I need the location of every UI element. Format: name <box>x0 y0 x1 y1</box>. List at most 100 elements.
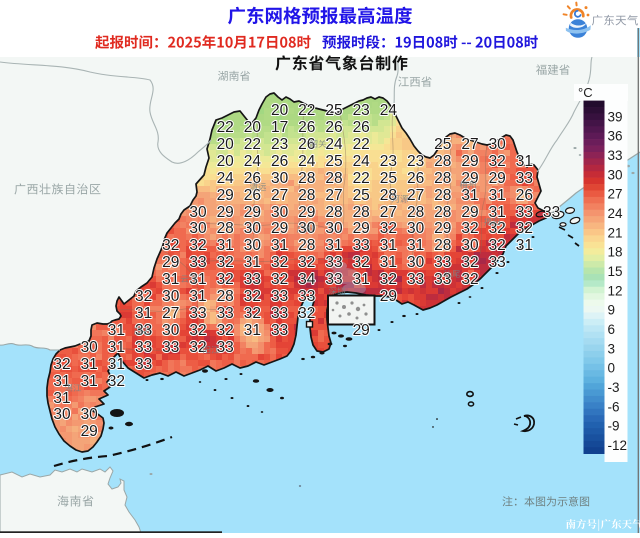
svg-text:39: 39 <box>608 109 623 124</box>
svg-text:28: 28 <box>434 237 451 254</box>
svg-text:32: 32 <box>244 288 261 305</box>
svg-text:31: 31 <box>135 305 152 322</box>
svg-text:33: 33 <box>608 148 623 163</box>
svg-text:29: 29 <box>244 204 261 221</box>
svg-text:31: 31 <box>516 153 533 170</box>
svg-text:20: 20 <box>271 102 289 119</box>
svg-text:32: 32 <box>461 254 478 271</box>
svg-text:25: 25 <box>434 136 451 153</box>
svg-text:33: 33 <box>298 288 315 305</box>
svg-text:30: 30 <box>461 237 479 254</box>
svg-text:31: 31 <box>244 254 261 271</box>
svg-text:31: 31 <box>380 254 397 271</box>
svg-text:32: 32 <box>380 220 397 237</box>
svg-text:32: 32 <box>244 305 261 322</box>
svg-text:15: 15 <box>608 264 623 279</box>
svg-text:32: 32 <box>53 356 70 373</box>
svg-text:22: 22 <box>353 170 370 187</box>
svg-text:31: 31 <box>189 271 206 288</box>
svg-text:32: 32 <box>353 254 370 271</box>
svg-text:12: 12 <box>608 283 623 298</box>
svg-text:29: 29 <box>461 204 478 221</box>
svg-text:26: 26 <box>516 187 533 204</box>
svg-text:30: 30 <box>189 204 207 221</box>
svg-text:17: 17 <box>271 119 288 136</box>
svg-text:31: 31 <box>53 373 70 390</box>
svg-text:30: 30 <box>407 254 425 271</box>
svg-text:31: 31 <box>53 390 70 407</box>
svg-text:29: 29 <box>489 170 506 187</box>
svg-text:29: 29 <box>217 187 234 204</box>
svg-text:33: 33 <box>217 339 234 356</box>
svg-text:30: 30 <box>489 136 507 153</box>
svg-text:18: 18 <box>608 245 623 260</box>
svg-text:28: 28 <box>325 170 342 187</box>
svg-text:33: 33 <box>271 322 288 339</box>
svg-text:30: 30 <box>271 170 289 187</box>
svg-text:30: 30 <box>53 406 71 423</box>
svg-text:33: 33 <box>244 271 261 288</box>
svg-text:29: 29 <box>81 423 98 440</box>
svg-text:32: 32 <box>162 237 179 254</box>
svg-text:23: 23 <box>380 153 397 170</box>
svg-text:3: 3 <box>608 341 616 356</box>
svg-text:33: 33 <box>325 271 342 288</box>
svg-text:30: 30 <box>81 339 99 356</box>
svg-text:32: 32 <box>271 271 288 288</box>
svg-text:31: 31 <box>407 237 424 254</box>
svg-text:31: 31 <box>516 237 533 254</box>
svg-text:25: 25 <box>380 170 397 187</box>
svg-text:31: 31 <box>325 237 342 254</box>
svg-text:29: 29 <box>271 220 288 237</box>
svg-text:31: 31 <box>489 204 506 221</box>
svg-text:36: 36 <box>608 129 623 144</box>
svg-text:24: 24 <box>244 153 262 170</box>
svg-text:27: 27 <box>608 187 623 202</box>
svg-text:31: 31 <box>489 187 506 204</box>
svg-text:25: 25 <box>325 102 342 119</box>
svg-text:20: 20 <box>217 136 235 153</box>
svg-text:29: 29 <box>298 204 315 221</box>
svg-text:33: 33 <box>135 322 152 339</box>
svg-text:32: 32 <box>189 237 206 254</box>
svg-text:28: 28 <box>217 288 234 305</box>
svg-text:33: 33 <box>516 170 533 187</box>
svg-text:27: 27 <box>461 136 478 153</box>
svg-text:26: 26 <box>271 153 288 170</box>
svg-text:27: 27 <box>380 204 397 221</box>
svg-text:28: 28 <box>325 204 342 221</box>
svg-text:28: 28 <box>434 153 451 170</box>
svg-text:23: 23 <box>271 136 288 153</box>
svg-text:33: 33 <box>271 305 288 322</box>
svg-text:32: 32 <box>135 288 152 305</box>
svg-text:25: 25 <box>353 187 370 204</box>
svg-text:33: 33 <box>325 254 342 271</box>
svg-text:33: 33 <box>189 305 206 322</box>
svg-text:28: 28 <box>298 237 315 254</box>
svg-text:31: 31 <box>108 322 125 339</box>
svg-text:31: 31 <box>461 187 478 204</box>
svg-text:28: 28 <box>434 204 451 221</box>
svg-text:29: 29 <box>353 322 370 339</box>
svg-text:29: 29 <box>162 254 179 271</box>
svg-text:26: 26 <box>298 119 315 136</box>
svg-text:-3: -3 <box>608 380 620 395</box>
svg-text:28: 28 <box>434 170 451 187</box>
svg-text:32: 32 <box>271 254 288 271</box>
svg-text:24: 24 <box>217 170 235 187</box>
svg-text:32: 32 <box>298 254 315 271</box>
svg-text:32: 32 <box>108 373 125 390</box>
svg-text:30: 30 <box>162 322 180 339</box>
svg-text:33: 33 <box>217 305 234 322</box>
svg-text:20: 20 <box>244 119 262 136</box>
svg-text:31: 31 <box>81 373 98 390</box>
svg-text:28: 28 <box>298 187 315 204</box>
svg-text:29: 29 <box>434 220 451 237</box>
svg-text:32: 32 <box>217 271 234 288</box>
svg-text:22: 22 <box>244 136 261 153</box>
svg-text:32: 32 <box>461 220 478 237</box>
svg-text:28: 28 <box>217 220 234 237</box>
svg-text:29: 29 <box>353 220 370 237</box>
svg-text:26: 26 <box>244 170 261 187</box>
svg-text:26: 26 <box>244 187 261 204</box>
